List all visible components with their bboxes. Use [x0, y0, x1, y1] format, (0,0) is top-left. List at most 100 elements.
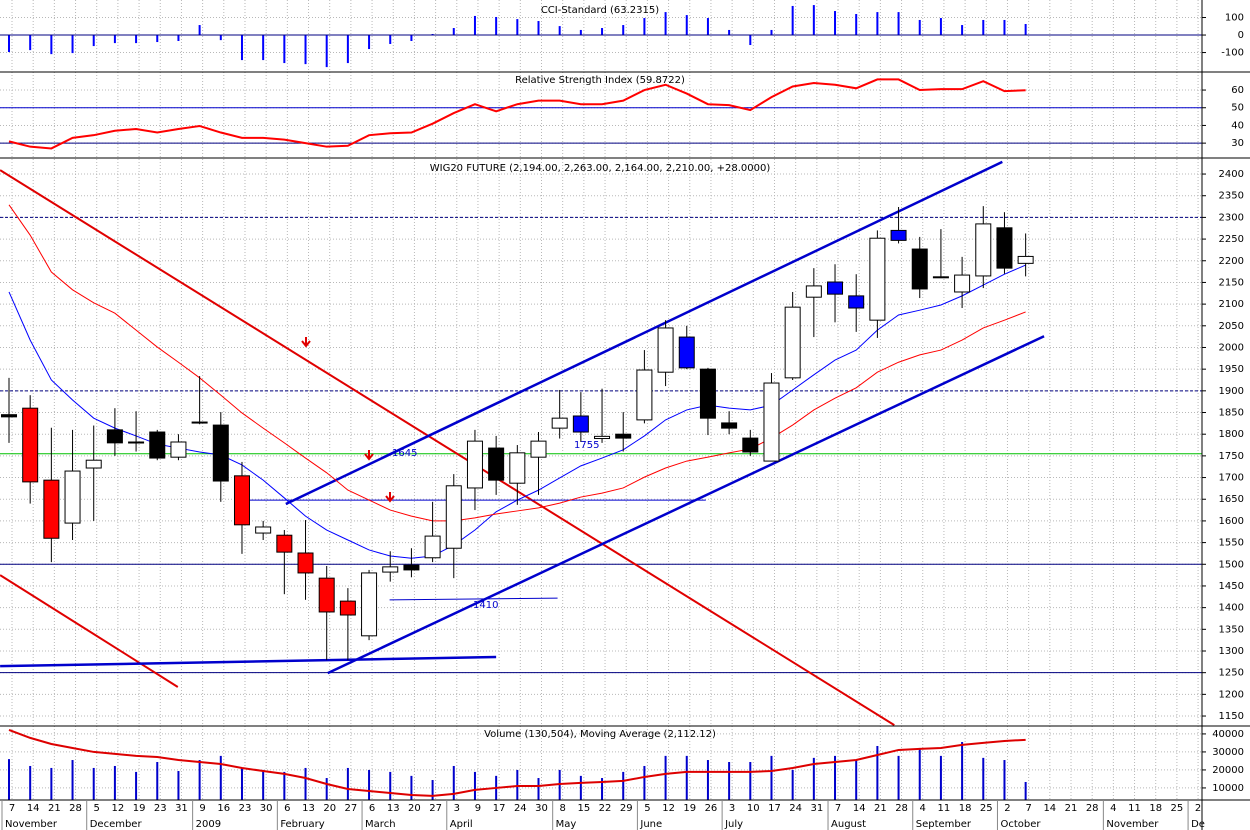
annotation: 1755 — [574, 440, 599, 451]
bar — [685, 15, 688, 36]
candle-body — [996, 227, 1013, 269]
bar — [452, 28, 455, 36]
bar — [643, 18, 646, 36]
moving-average — [8, 204, 1026, 522]
bar — [749, 35, 752, 46]
bar — [346, 767, 349, 800]
x-tick-label: 5 — [644, 803, 650, 814]
bar — [834, 11, 837, 36]
x-tick-label: 6 — [369, 803, 375, 814]
candle-body — [424, 535, 441, 559]
y-tick-label: 1600 — [1219, 516, 1244, 527]
candle-body — [361, 572, 378, 637]
panel-title: Relative Strength Index (59.8722) — [515, 75, 685, 86]
bar — [791, 5, 794, 36]
trend-line — [389, 597, 558, 601]
candle-body — [657, 327, 674, 373]
y-tick-label: 2000 — [1219, 342, 1244, 353]
bar — [770, 755, 773, 800]
x-tick-label: 26 — [705, 803, 718, 814]
x-tick-label: 14 — [853, 803, 866, 814]
bar — [156, 762, 159, 800]
x-tick-label: 28 — [895, 803, 908, 814]
candle-body — [488, 447, 505, 481]
bar — [92, 767, 95, 800]
candle-body — [85, 459, 102, 469]
x-tick-label: 25 — [1171, 803, 1184, 814]
x-tick-label: 30 — [260, 803, 273, 814]
annotation: 1410 — [473, 600, 498, 611]
y-tick-label: 2300 — [1219, 212, 1244, 223]
x-tick-label: 7 — [9, 803, 15, 814]
month-label: November — [5, 819, 58, 830]
month-label: June — [639, 819, 662, 830]
bar — [770, 29, 773, 36]
bar — [706, 760, 709, 800]
x-tick-label: 28 — [1086, 803, 1099, 814]
x-tick-label: 21 — [874, 803, 887, 814]
candle-body — [445, 485, 462, 549]
bar — [389, 771, 392, 800]
candle-body — [212, 424, 229, 482]
markers — [301, 337, 395, 503]
bar — [473, 771, 476, 800]
x-tick-label: 27 — [429, 803, 442, 814]
bar — [918, 19, 921, 36]
month-label: February — [280, 819, 324, 830]
x-tick-label: 21 — [1065, 803, 1078, 814]
month-label: April — [450, 819, 473, 830]
candle-body — [763, 382, 780, 462]
trend-line — [0, 169, 895, 726]
candle-body — [191, 421, 208, 424]
candle-body — [890, 229, 907, 241]
trend-line — [0, 574, 179, 688]
y-tick-label: 1300 — [1219, 646, 1244, 657]
bar — [537, 778, 540, 800]
y-tick-label: 2150 — [1219, 277, 1244, 288]
x-tick-label: 7 — [835, 803, 841, 814]
bar — [368, 35, 371, 50]
month-label: August — [831, 819, 866, 830]
y-tick-label: 1150 — [1219, 711, 1244, 722]
bar — [897, 755, 900, 800]
bar — [982, 757, 985, 800]
month-label: May — [556, 819, 577, 830]
bar — [240, 767, 243, 800]
x-tick-label: 6 — [284, 803, 290, 814]
candle-body — [975, 223, 992, 277]
x-tick-label: 13 — [387, 803, 400, 814]
bar — [92, 35, 95, 47]
x-tick-label: 19 — [683, 803, 696, 814]
month-label: March — [365, 819, 395, 830]
candle-body — [954, 274, 971, 293]
bar — [240, 35, 243, 61]
bar — [728, 762, 731, 800]
candle-body — [551, 417, 568, 429]
bar — [219, 755, 222, 800]
bar — [219, 35, 222, 41]
x-tick-label: 3 — [454, 803, 460, 814]
bar — [855, 760, 858, 800]
y-tick-label: 40000 — [1212, 729, 1244, 740]
x-tick-label: 2 — [1195, 803, 1201, 814]
bar — [431, 780, 434, 800]
bar — [643, 765, 646, 800]
trend-line — [285, 160, 1003, 506]
y-tick-label: 1850 — [1219, 408, 1244, 419]
x-tick-label: 11 — [938, 803, 951, 814]
x-tick-label: 2 — [1004, 803, 1010, 814]
bar — [29, 765, 32, 800]
panel — [0, 729, 1202, 800]
y-tick-label: 2200 — [1219, 256, 1244, 267]
bar — [664, 12, 667, 36]
bar — [516, 19, 519, 36]
y-tick-label: 1900 — [1219, 386, 1244, 397]
y-tick-label: 40 — [1231, 120, 1244, 131]
y-tick-label: 50 — [1231, 103, 1244, 114]
bar — [283, 35, 286, 64]
bar — [495, 16, 498, 36]
x-tick-label: 14 — [1043, 803, 1056, 814]
y-tick-label: 1950 — [1219, 364, 1244, 375]
x-tick-label: 23 — [239, 803, 252, 814]
